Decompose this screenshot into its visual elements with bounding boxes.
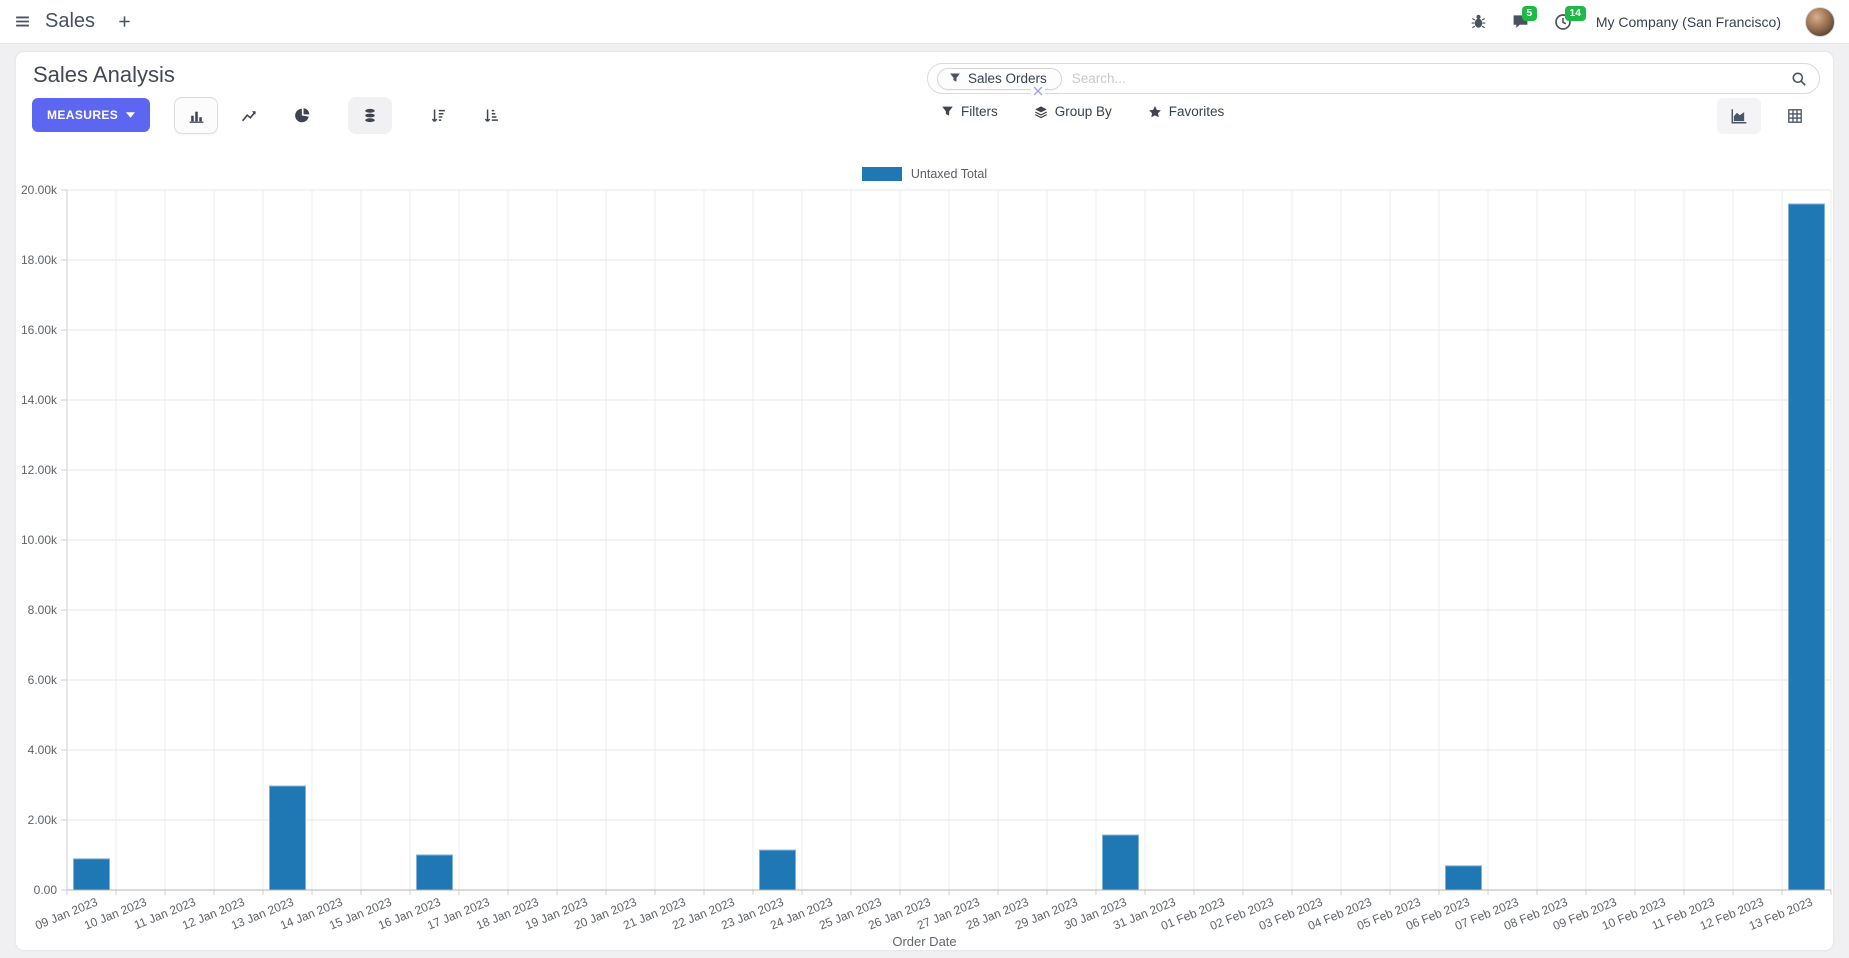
bar-chart-icon: [188, 107, 205, 124]
sales-analysis-panel: Sales Analysis MEASURES: [16, 52, 1833, 950]
sort-ascending-icon: [483, 107, 500, 124]
filters-funnel-icon: [941, 105, 954, 118]
pie-chart-view-button[interactable]: [280, 97, 324, 134]
search-icon[interactable]: [1791, 71, 1807, 87]
pivot-grid-icon: [1786, 107, 1804, 125]
y-tick-label: 20.00k: [21, 183, 58, 197]
pie-chart-icon: [294, 107, 311, 124]
activities-badge: 14: [1564, 5, 1586, 21]
company-switcher[interactable]: My Company (San Francisco): [1595, 13, 1781, 30]
search-input[interactable]: [1071, 71, 1781, 86]
y-tick-label: 18.00k: [21, 253, 58, 267]
bar-13 Feb 2023[interactable]: [1788, 203, 1825, 891]
bar-30 Jan 2023[interactable]: [1102, 834, 1139, 891]
line-chart-view-button[interactable]: [227, 97, 271, 134]
graph-toolbar: MEASURES: [32, 96, 513, 134]
pivot-view-button[interactable]: [1773, 98, 1817, 134]
page-title: Sales Analysis: [33, 62, 175, 87]
legend-swatch: [861, 167, 902, 181]
measures-button[interactable]: MEASURES: [32, 98, 151, 132]
activities-clock-icon[interactable]: 14: [1554, 5, 1586, 31]
chart-legend[interactable]: Untaxed Total: [16, 165, 1833, 183]
messages-icon[interactable]: 5: [1511, 6, 1537, 30]
filter-funnel-icon: [949, 72, 961, 84]
x-axis-title: Order Date: [892, 934, 957, 949]
facet-remove-icon[interactable]: [1031, 86, 1045, 96]
debug-bug-icon[interactable]: [1470, 13, 1487, 30]
search-menus: Filters Group By Favorites: [941, 104, 1224, 119]
bar-chart-view-button[interactable]: [174, 96, 219, 134]
group-by-menu-button[interactable]: Group By: [1034, 104, 1112, 119]
graph-view-button[interactable]: [1717, 98, 1761, 134]
search-facet-sales-orders[interactable]: Sales Orders: [937, 67, 1062, 90]
sort-descending-icon: [430, 107, 447, 124]
chart-canvas[interactable]: 0.00 2.00k 4.00k 6.00k 8.00k 10.00k 12.00k 14.0…: [16, 52, 1833, 950]
y-tick-label: 2.00k: [28, 813, 58, 827]
bar-09 Jan 2023[interactable]: [73, 858, 110, 891]
bar-13 Jan 2023[interactable]: [269, 785, 306, 891]
app-name[interactable]: Sales: [45, 10, 96, 32]
sort-descending-button[interactable]: [416, 97, 460, 134]
legend-label: Untaxed Total: [910, 167, 988, 181]
filters-menu-button[interactable]: Filters: [941, 104, 998, 119]
bar-23 Jan 2023[interactable]: [759, 849, 796, 891]
star-icon: [1148, 105, 1162, 119]
sort-ascending-button[interactable]: [469, 97, 513, 134]
new-tab-icon[interactable]: [117, 14, 132, 29]
y-tick-label: 0.00: [34, 883, 58, 897]
y-tick-label: 10.00k: [21, 533, 58, 547]
stacked-toggle-button[interactable]: [348, 96, 393, 134]
top-navbar: Sales 5 14 My Company (San Francisco): [0, 0, 1849, 44]
line-chart-icon: [241, 107, 258, 124]
view-switcher: [1717, 98, 1817, 134]
y-tick-label: 12.00k: [21, 463, 58, 477]
layers-icon: [1034, 105, 1048, 119]
bar-06 Feb 2023[interactable]: [1445, 865, 1482, 891]
y-tick-label: 6.00k: [28, 673, 58, 687]
y-tick-label: 4.00k: [28, 743, 58, 757]
y-tick-label: 16.00k: [21, 323, 58, 337]
chevron-down-icon: [126, 112, 136, 118]
favorites-menu-button[interactable]: Favorites: [1148, 104, 1224, 119]
bar-16 Jan 2023[interactable]: [416, 854, 453, 891]
y-tick-label: 8.00k: [28, 603, 58, 617]
user-avatar[interactable]: [1805, 6, 1835, 37]
messages-badge: 5: [1521, 6, 1537, 21]
apps-menu-icon[interactable]: [14, 13, 31, 30]
stacked-database-icon: [362, 107, 378, 124]
y-tick-label: 14.00k: [21, 393, 58, 407]
search-bar[interactable]: Sales Orders: [927, 63, 1820, 96]
area-chart-icon: [1730, 107, 1748, 125]
